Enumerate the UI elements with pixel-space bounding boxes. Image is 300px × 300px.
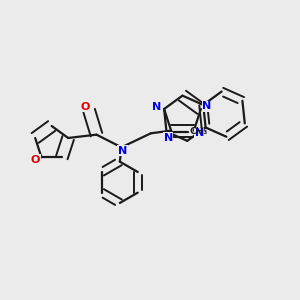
Text: CH₃: CH₃ (190, 127, 208, 136)
Text: N: N (118, 146, 127, 156)
Text: O: O (80, 102, 90, 112)
Text: N: N (164, 133, 173, 142)
Text: O: O (31, 155, 40, 165)
Text: N: N (202, 101, 212, 111)
Text: N: N (195, 128, 204, 138)
Text: N: N (152, 102, 161, 112)
